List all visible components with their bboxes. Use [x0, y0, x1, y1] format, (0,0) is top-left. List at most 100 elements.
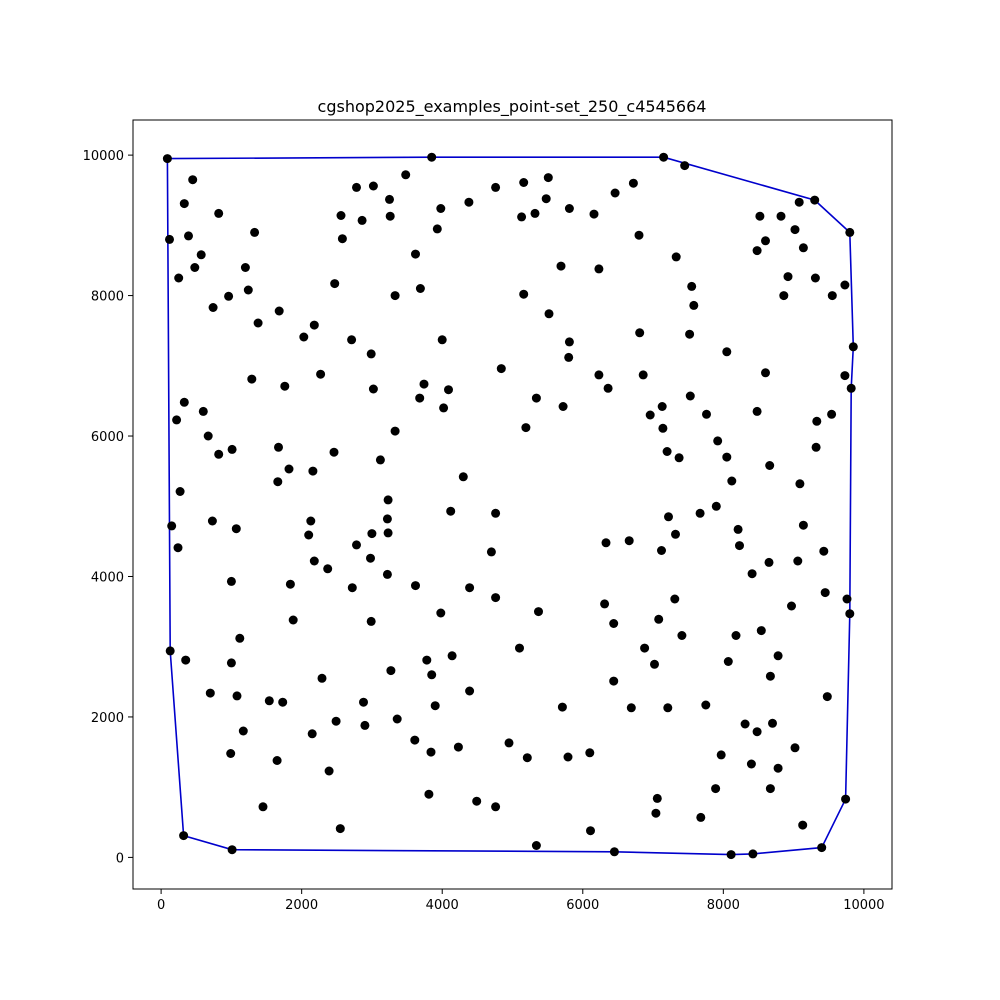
data-point [634, 230, 644, 240]
data-point [272, 756, 282, 765]
data-point [658, 423, 668, 433]
data-point [820, 588, 830, 598]
data-point [258, 802, 268, 812]
data-point [419, 379, 429, 389]
data-point [761, 368, 770, 378]
data-point [179, 831, 189, 841]
y-tick-label: 4000 [91, 570, 124, 585]
data-point [515, 643, 524, 653]
data-point [323, 564, 333, 574]
data-point [436, 608, 446, 618]
data-point [214, 449, 224, 459]
data-point [845, 609, 855, 619]
data-point [240, 263, 250, 272]
data-point [465, 583, 475, 593]
data-point [793, 556, 803, 566]
data-point [382, 569, 392, 579]
data-point [761, 236, 770, 246]
data-point [173, 543, 183, 553]
data-point [603, 383, 613, 393]
data-point [701, 700, 711, 710]
data-point [324, 766, 334, 776]
data-point [677, 631, 687, 640]
data-point [610, 188, 620, 198]
data-point [299, 332, 309, 342]
data-point [367, 529, 377, 539]
data-point [458, 472, 468, 482]
data-point [235, 633, 245, 643]
data-point [722, 452, 732, 462]
data-point [685, 329, 695, 339]
data-point [208, 303, 218, 312]
data-point [659, 152, 669, 162]
data-point [798, 243, 808, 253]
data-point [307, 729, 317, 739]
data-point [227, 444, 237, 454]
data-point [383, 528, 393, 538]
data-point [278, 697, 288, 707]
data-point [609, 676, 619, 686]
data-point [671, 529, 680, 539]
x-tick-label: 4000 [426, 898, 459, 913]
data-point [534, 607, 543, 617]
data-point [392, 714, 402, 724]
data-point [638, 370, 648, 380]
data-point [840, 371, 850, 381]
data-point [309, 556, 319, 566]
data-point [726, 850, 736, 860]
data-point [664, 512, 673, 522]
data-point [765, 461, 775, 470]
data-point [172, 415, 182, 425]
data-point [288, 615, 298, 625]
data-point [491, 182, 501, 192]
data-point [198, 406, 208, 416]
data-point [662, 447, 672, 456]
data-point [727, 476, 737, 486]
y-tick-label: 10000 [83, 149, 124, 164]
data-point [589, 209, 599, 219]
data-point [817, 843, 827, 853]
y-tick-label: 6000 [91, 430, 124, 445]
data-point [285, 579, 295, 589]
data-point [386, 666, 396, 676]
data-point [411, 249, 420, 259]
data-point [585, 748, 595, 758]
data-point [645, 410, 655, 420]
data-point [654, 614, 664, 624]
data-point [600, 599, 610, 609]
data-point [385, 211, 395, 221]
data-point [822, 692, 832, 702]
data-point [530, 208, 540, 218]
data-point [650, 659, 659, 669]
data-point [496, 364, 506, 374]
data-point [366, 616, 376, 626]
data-point [243, 285, 253, 295]
data-point [247, 374, 257, 384]
plot-area [132, 119, 893, 890]
data-point [810, 273, 820, 283]
data-point [390, 426, 400, 436]
data-point [280, 381, 290, 391]
data-point [521, 423, 531, 433]
data-point [594, 370, 604, 380]
data-point [179, 397, 189, 407]
data-point [795, 479, 805, 489]
data-point [504, 738, 514, 748]
data-point [628, 178, 638, 188]
data-point [687, 281, 697, 291]
data-point [357, 215, 367, 225]
data-point [368, 384, 378, 394]
data-point [752, 727, 762, 737]
data-point [439, 403, 449, 413]
data-point [308, 466, 318, 476]
axes-frame [132, 119, 893, 890]
data-point [755, 211, 765, 221]
data-point [519, 178, 529, 187]
data-point [689, 300, 699, 310]
data-point [375, 455, 385, 465]
data-point [205, 688, 215, 698]
data-point [557, 702, 567, 712]
data-point [401, 170, 411, 180]
data-point [175, 487, 185, 496]
data-point [848, 342, 858, 352]
